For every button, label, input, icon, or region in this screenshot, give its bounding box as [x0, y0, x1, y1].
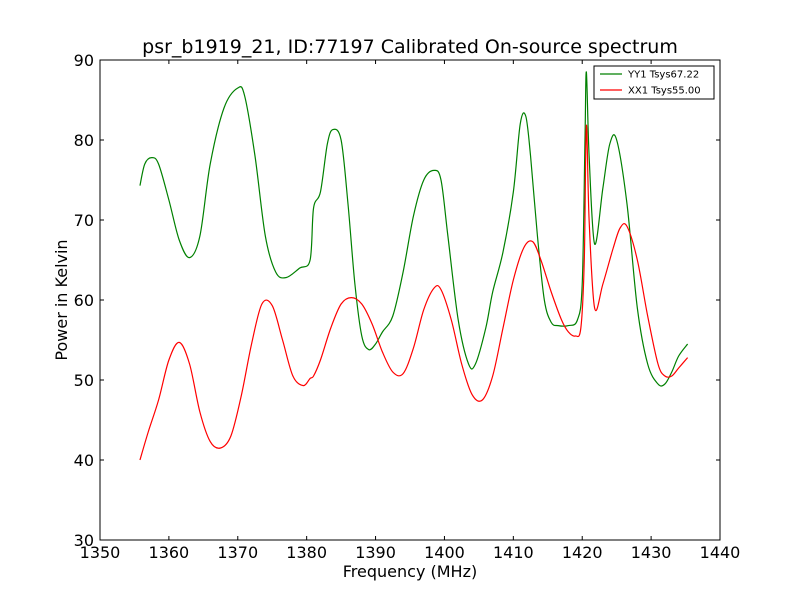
y-axis-title: Power in Kelvin: [52, 239, 71, 360]
x-tick-label: 1370: [217, 543, 258, 562]
x-tick-label: 1350: [80, 543, 121, 562]
y-tick-label: 40: [74, 451, 94, 470]
chart-title: psr_b1919_21, ID:77197 Calibrated On-sou…: [142, 36, 678, 58]
y-tick-label: 80: [74, 131, 94, 150]
y-tick-label: 90: [74, 51, 94, 70]
y-tick-label: 70: [74, 211, 94, 230]
x-tick-label: 1430: [631, 543, 672, 562]
legend-label-xx1: XX1 Tsys55.00: [628, 86, 701, 97]
x-tick-label: 1440: [700, 543, 741, 562]
x-tick-label: 1380: [286, 543, 327, 562]
axis-tick-labels: 1350 1360 1370 1380 1390 1400 1410 1420 1430 1440…: [74, 51, 741, 562]
x-tick-label: 1410: [493, 543, 534, 562]
series-line-0: [139, 71, 689, 387]
series-line-1: [139, 124, 689, 461]
y-tick-label: 50: [74, 371, 94, 390]
x-tick-label: 1390: [355, 543, 396, 562]
axis-ticks: [99, 59, 721, 541]
x-tick-label: 1400: [424, 543, 465, 562]
x-axis-title: Frequency (MHz): [343, 562, 477, 581]
legend-box: [593, 65, 715, 100]
y-tick-label: 60: [74, 291, 94, 310]
x-tick-label: 1360: [149, 543, 190, 562]
plot-background: [100, 60, 720, 540]
legend-label-yy1: YY1 Tsys67.22: [627, 70, 699, 81]
legend: YY1 Tsys67.22 XX1 Tsys55.00: [593, 65, 715, 100]
x-tick-label: 1420: [562, 543, 603, 562]
series-lines: [139, 71, 689, 461]
y-tick-label: 30: [74, 531, 94, 550]
